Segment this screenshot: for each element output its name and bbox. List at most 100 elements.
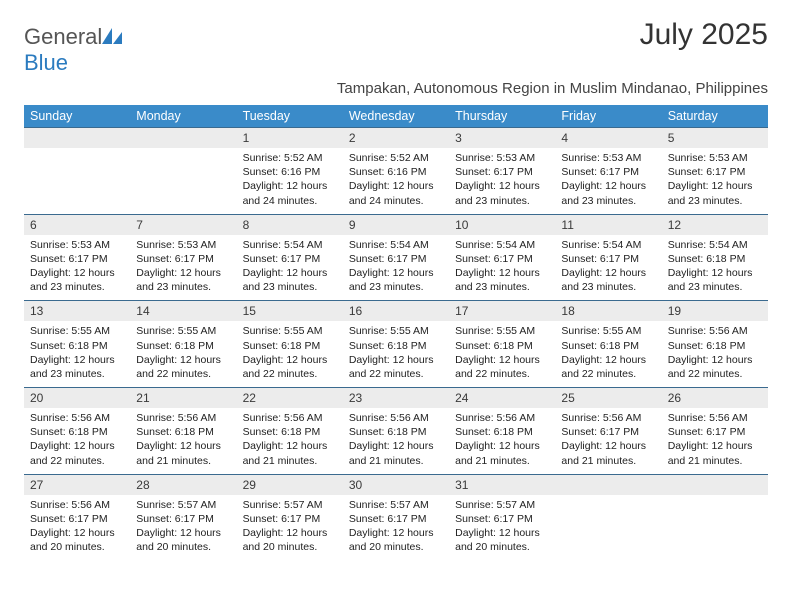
calendar-cell: Sunrise: 5:56 AMSunset: 6:17 PMDaylight:… <box>555 408 661 474</box>
sunset-line: Sunset: 6:18 PM <box>561 339 655 353</box>
logo-text-b: Blue <box>24 50 68 75</box>
sunrise-line: Sunrise: 5:53 AM <box>30 238 124 252</box>
sunset-line: Sunset: 6:17 PM <box>455 252 549 266</box>
cell-content: Sunrise: 5:54 AMSunset: 6:18 PMDaylight:… <box>662 235 768 301</box>
calendar-header-row: Sunday Monday Tuesday Wednesday Thursday… <box>24 105 768 128</box>
day-number <box>555 474 661 495</box>
calendar-cell: Sunrise: 5:55 AMSunset: 6:18 PMDaylight:… <box>449 321 555 387</box>
calendar-cell: Sunrise: 5:53 AMSunset: 6:17 PMDaylight:… <box>555 148 661 214</box>
cell-content: Sunrise: 5:55 AMSunset: 6:18 PMDaylight:… <box>130 321 236 387</box>
daylight-line: Daylight: 12 hours and 23 minutes. <box>668 266 762 294</box>
calendar-cell: Sunrise: 5:57 AMSunset: 6:17 PMDaylight:… <box>130 495 236 561</box>
calendar-cell <box>24 148 130 214</box>
day-number: 12 <box>662 214 768 235</box>
calendar-cell: Sunrise: 5:57 AMSunset: 6:17 PMDaylight:… <box>343 495 449 561</box>
daylight-line: Daylight: 12 hours and 23 minutes. <box>349 266 443 294</box>
day-number: 23 <box>343 388 449 409</box>
daylight-line: Daylight: 12 hours and 22 minutes. <box>668 353 762 381</box>
daylight-line: Daylight: 12 hours and 22 minutes. <box>243 353 337 381</box>
day-number: 16 <box>343 301 449 322</box>
daylight-line: Daylight: 12 hours and 21 minutes. <box>561 439 655 467</box>
day-number: 28 <box>130 474 236 495</box>
daylight-line: Daylight: 12 hours and 24 minutes. <box>243 179 337 207</box>
daylight-line: Daylight: 12 hours and 22 minutes. <box>561 353 655 381</box>
calendar-cell <box>130 148 236 214</box>
day-number: 30 <box>343 474 449 495</box>
day-number: 13 <box>24 301 130 322</box>
sunrise-line: Sunrise: 5:54 AM <box>243 238 337 252</box>
logo-text: GeneralBlue <box>24 24 124 76</box>
header: GeneralBlue July 2025 <box>24 18 768 76</box>
cell-content: Sunrise: 5:56 AMSunset: 6:18 PMDaylight:… <box>237 408 343 474</box>
cell-content: Sunrise: 5:57 AMSunset: 6:17 PMDaylight:… <box>449 495 555 561</box>
sunset-line: Sunset: 6:17 PM <box>30 252 124 266</box>
calendar-cell: Sunrise: 5:56 AMSunset: 6:18 PMDaylight:… <box>237 408 343 474</box>
cell-content: Sunrise: 5:55 AMSunset: 6:18 PMDaylight:… <box>237 321 343 387</box>
calendar-cell: Sunrise: 5:56 AMSunset: 6:18 PMDaylight:… <box>130 408 236 474</box>
daylight-line: Daylight: 12 hours and 23 minutes. <box>30 353 124 381</box>
daynum-row: 13141516171819 <box>24 301 768 322</box>
daylight-line: Daylight: 12 hours and 23 minutes. <box>30 266 124 294</box>
sunrise-line: Sunrise: 5:56 AM <box>349 411 443 425</box>
daylight-line: Daylight: 12 hours and 21 minutes. <box>455 439 549 467</box>
sunset-line: Sunset: 6:18 PM <box>349 425 443 439</box>
sunset-line: Sunset: 6:18 PM <box>136 425 230 439</box>
sunset-line: Sunset: 6:17 PM <box>30 512 124 526</box>
sunrise-line: Sunrise: 5:55 AM <box>455 324 549 338</box>
day-number: 11 <box>555 214 661 235</box>
calendar-cell: Sunrise: 5:53 AMSunset: 6:17 PMDaylight:… <box>662 148 768 214</box>
sunset-line: Sunset: 6:17 PM <box>349 252 443 266</box>
cell-content: Sunrise: 5:57 AMSunset: 6:17 PMDaylight:… <box>130 495 236 561</box>
sunrise-line: Sunrise: 5:57 AM <box>136 498 230 512</box>
sunrise-line: Sunrise: 5:53 AM <box>668 151 762 165</box>
cell-content: Sunrise: 5:55 AMSunset: 6:18 PMDaylight:… <box>24 321 130 387</box>
day-number: 7 <box>130 214 236 235</box>
daylight-line: Daylight: 12 hours and 20 minutes. <box>136 526 230 554</box>
sunset-line: Sunset: 6:17 PM <box>668 165 762 179</box>
sunset-line: Sunset: 6:18 PM <box>455 425 549 439</box>
daylight-line: Daylight: 12 hours and 23 minutes. <box>561 266 655 294</box>
sunset-line: Sunset: 6:18 PM <box>455 339 549 353</box>
day-number <box>662 474 768 495</box>
calendar-cell: Sunrise: 5:53 AMSunset: 6:17 PMDaylight:… <box>130 235 236 301</box>
cell-content: Sunrise: 5:56 AMSunset: 6:18 PMDaylight:… <box>449 408 555 474</box>
cell-content: Sunrise: 5:56 AMSunset: 6:17 PMDaylight:… <box>24 495 130 561</box>
calendar-table: Sunday Monday Tuesday Wednesday Thursday… <box>24 105 768 560</box>
day-number: 8 <box>237 214 343 235</box>
sunset-line: Sunset: 6:17 PM <box>349 512 443 526</box>
daylight-line: Daylight: 12 hours and 21 minutes. <box>136 439 230 467</box>
daylight-line: Daylight: 12 hours and 20 minutes. <box>349 526 443 554</box>
sunrise-line: Sunrise: 5:54 AM <box>668 238 762 252</box>
month-title: July 2025 <box>640 18 768 52</box>
sunset-line: Sunset: 6:18 PM <box>30 339 124 353</box>
sunrise-line: Sunrise: 5:57 AM <box>349 498 443 512</box>
daylight-line: Daylight: 12 hours and 23 minutes. <box>455 179 549 207</box>
daylight-line: Daylight: 12 hours and 23 minutes. <box>136 266 230 294</box>
day-number: 2 <box>343 128 449 149</box>
day-number: 24 <box>449 388 555 409</box>
calendar-cell: Sunrise: 5:57 AMSunset: 6:17 PMDaylight:… <box>237 495 343 561</box>
sunrise-line: Sunrise: 5:57 AM <box>455 498 549 512</box>
daylight-line: Daylight: 12 hours and 20 minutes. <box>243 526 337 554</box>
calendar-row: Sunrise: 5:53 AMSunset: 6:17 PMDaylight:… <box>24 235 768 301</box>
cell-content: Sunrise: 5:53 AMSunset: 6:17 PMDaylight:… <box>449 148 555 214</box>
calendar-cell: Sunrise: 5:52 AMSunset: 6:16 PMDaylight:… <box>343 148 449 214</box>
calendar-row: Sunrise: 5:55 AMSunset: 6:18 PMDaylight:… <box>24 321 768 387</box>
day-label-thu: Thursday <box>449 105 555 128</box>
day-number <box>130 128 236 149</box>
day-number: 25 <box>555 388 661 409</box>
day-label-wed: Wednesday <box>343 105 449 128</box>
cell-content: Sunrise: 5:56 AMSunset: 6:18 PMDaylight:… <box>24 408 130 474</box>
cell-content: Sunrise: 5:52 AMSunset: 6:16 PMDaylight:… <box>237 148 343 214</box>
calendar-row: Sunrise: 5:52 AMSunset: 6:16 PMDaylight:… <box>24 148 768 214</box>
day-label-sat: Saturday <box>662 105 768 128</box>
calendar-cell: Sunrise: 5:54 AMSunset: 6:17 PMDaylight:… <box>555 235 661 301</box>
sunrise-line: Sunrise: 5:56 AM <box>668 411 762 425</box>
day-number: 10 <box>449 214 555 235</box>
sunrise-line: Sunrise: 5:55 AM <box>561 324 655 338</box>
cell-content: Sunrise: 5:52 AMSunset: 6:16 PMDaylight:… <box>343 148 449 214</box>
daylight-line: Daylight: 12 hours and 24 minutes. <box>349 179 443 207</box>
sunset-line: Sunset: 6:17 PM <box>561 252 655 266</box>
daylight-line: Daylight: 12 hours and 23 minutes. <box>455 266 549 294</box>
cell-content: Sunrise: 5:56 AMSunset: 6:17 PMDaylight:… <box>555 408 661 474</box>
